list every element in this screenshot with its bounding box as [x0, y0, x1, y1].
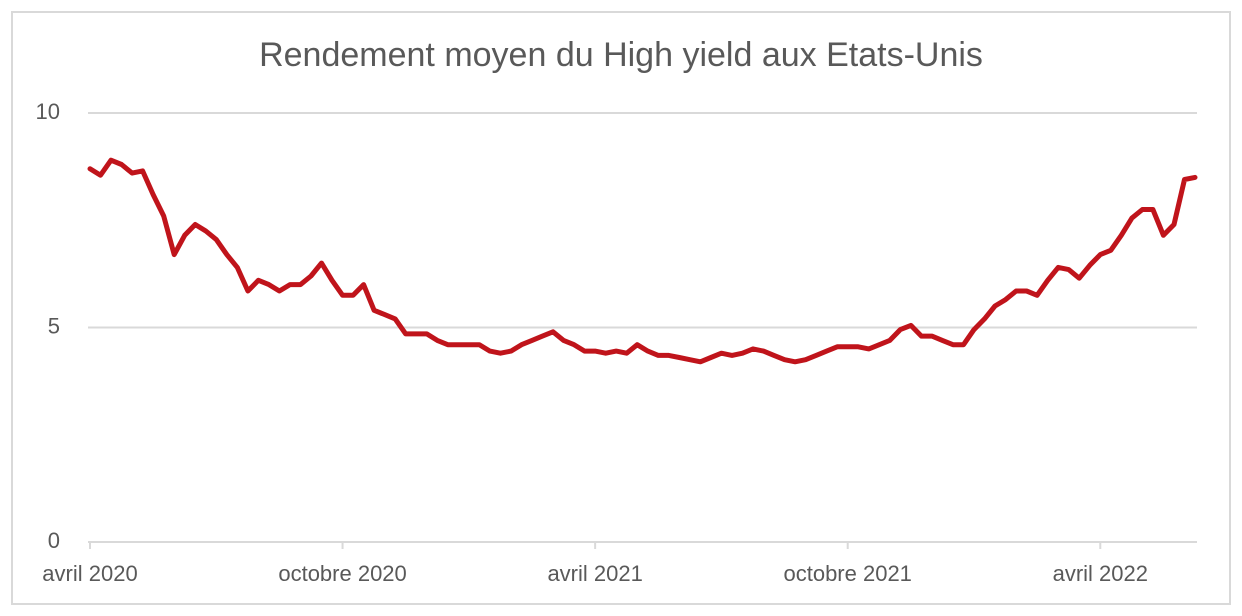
y-tick-label: 10	[36, 99, 60, 124]
data-line	[87, 157, 1198, 365]
chart-border	[11, 11, 1231, 605]
x-tick-label: avril 2022	[1053, 561, 1148, 586]
x-tick-label: avril 2021	[547, 561, 642, 586]
x-tick-label: avril 2020	[42, 561, 137, 586]
chart-title: Rendement moyen du High yield aux Etats-…	[259, 36, 983, 74]
y-tick-label: 5	[48, 313, 60, 338]
y-tick-label: 0	[48, 528, 60, 553]
x-tick-label: octobre 2020	[278, 561, 406, 586]
x-tick-label: octobre 2021	[783, 561, 911, 586]
